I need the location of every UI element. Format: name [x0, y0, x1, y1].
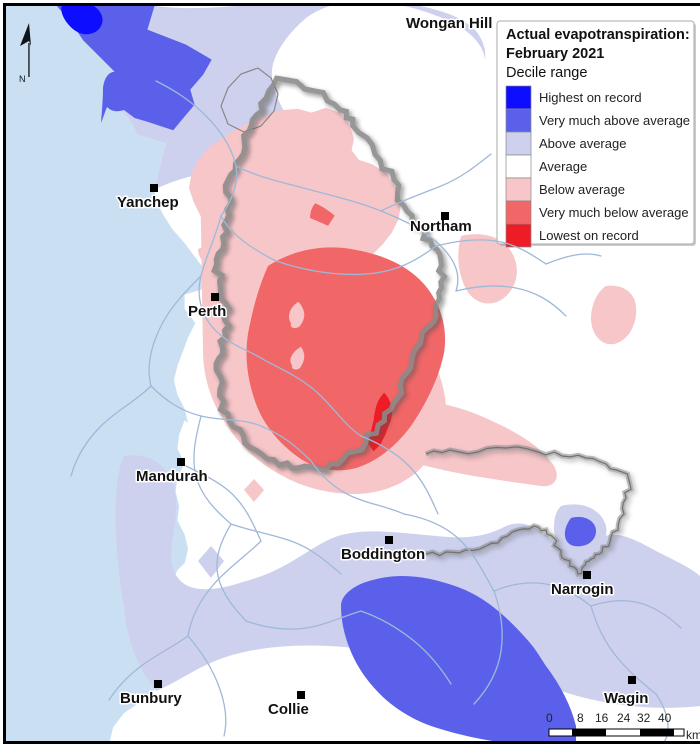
svg-text:Mandurah: Mandurah — [136, 468, 208, 485]
svg-text:Narrogin: Narrogin — [551, 581, 614, 598]
svg-text:Below average: Below average — [539, 182, 625, 197]
svg-text:16: 16 — [595, 711, 609, 725]
svg-text:km: km — [686, 728, 700, 741]
svg-text:Wagin: Wagin — [604, 690, 648, 707]
svg-text:Northam: Northam — [410, 218, 472, 235]
svg-text:Bunbury: Bunbury — [120, 690, 182, 707]
svg-text:Actual evapotranspiration:: Actual evapotranspiration: — [506, 27, 690, 43]
svg-text:0: 0 — [546, 711, 553, 725]
svg-text:24: 24 — [617, 711, 631, 725]
svg-text:Highest on record: Highest on record — [539, 90, 642, 105]
svg-text:Very much below average: Very much below average — [539, 205, 689, 220]
svg-text:8: 8 — [577, 711, 584, 725]
svg-text:Collie: Collie — [268, 701, 309, 718]
svg-text:Very much above average: Very much above average — [539, 113, 690, 128]
svg-text:Perth: Perth — [188, 303, 226, 320]
svg-text:N: N — [19, 74, 26, 84]
svg-text:32: 32 — [637, 711, 651, 725]
svg-text:Above average: Above average — [539, 136, 626, 151]
svg-text:Lowest on record: Lowest on record — [539, 228, 639, 243]
svg-text:Average: Average — [539, 159, 587, 174]
svg-text:Decile range: Decile range — [506, 65, 587, 81]
svg-text:Boddington: Boddington — [341, 546, 425, 563]
svg-text:Yanchep: Yanchep — [117, 194, 179, 211]
svg-text:February 2021: February 2021 — [506, 46, 604, 62]
svg-text:40: 40 — [658, 711, 672, 725]
svg-text:Wongan Hill: Wongan Hill — [406, 15, 492, 32]
